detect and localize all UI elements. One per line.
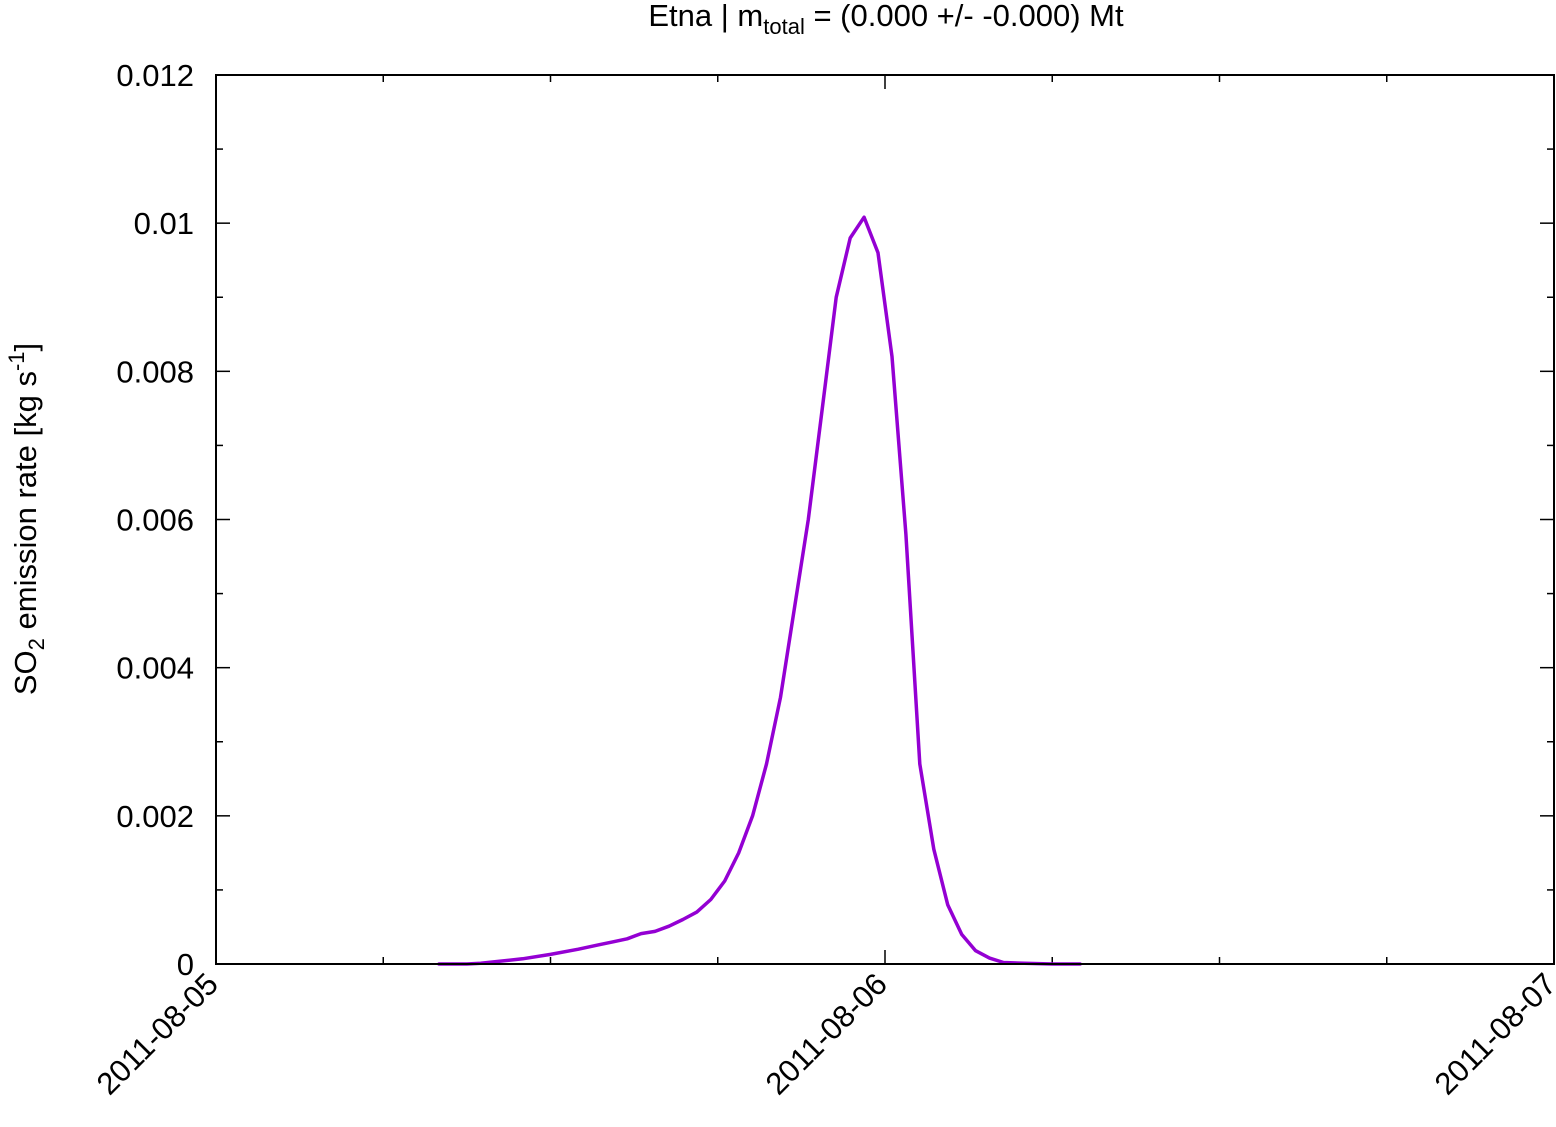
y-axis-label-prefix: SO [8,650,43,695]
y-tick-label: 0.01 [134,206,194,241]
x-tick-label: 2011-08-06 [759,966,894,1101]
y-tick-label: 0.004 [116,651,194,686]
series-line [437,215,1082,966]
y-axis-label-suffix: ] [8,343,43,352]
y-axis-label-superscript: -1 [4,351,29,371]
y-axis-label: SO2 emission rate [kg s-1] [4,343,49,695]
y-tick-labels: 0 0.002 0.004 0.006 0.008 0.01 0.012 [116,58,194,982]
plot-frame [215,74,1555,965]
x-tick-labels: 2011-08-05 2011-08-06 2011-08-07 [90,966,1556,1101]
y-axis-label-middle: emission rate [kg s [8,371,43,638]
y-tick-label: 0 [177,947,194,982]
x-tick-label: 2011-08-05 [90,966,225,1101]
x-tick-label: 2011-08-07 [1428,966,1556,1101]
chart-title: Etna | mtotal = (0.000 +/- -0.000) Mt [648,0,1124,39]
y-tick-label: 0.002 [116,799,194,834]
chart-title-prefix: Etna | m [648,0,763,33]
chart-title-subscript: total [763,14,805,39]
y-tick-label: 0.012 [116,58,194,93]
y-axis-label-subscript: 2 [24,638,49,650]
chart-title-suffix: = (0.000 +/- -0.000) Mt [805,0,1124,33]
y-tick-label: 0.008 [116,354,194,389]
y-tick-label: 0.006 [116,503,194,538]
axis-ticks [215,74,1555,965]
